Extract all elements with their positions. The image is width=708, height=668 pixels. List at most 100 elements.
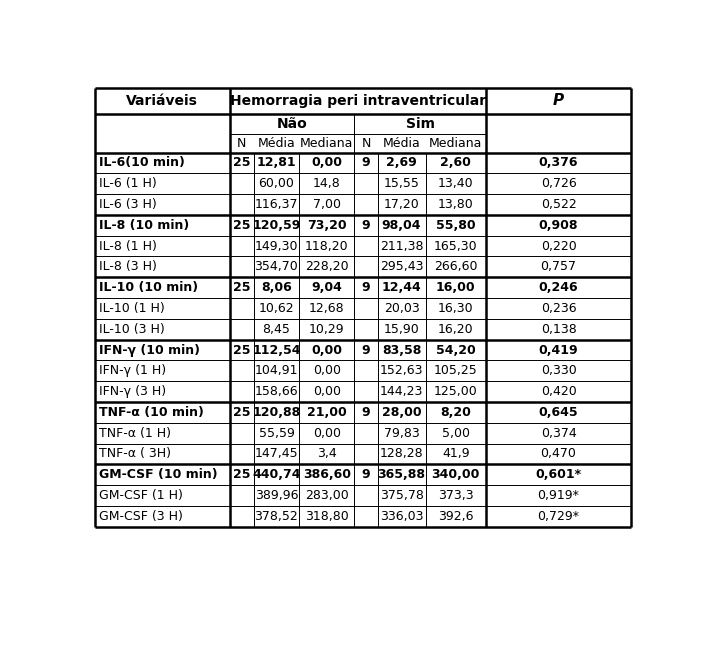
Text: 10,29: 10,29: [309, 323, 345, 336]
Text: 105,25: 105,25: [434, 364, 478, 377]
Text: 0,757: 0,757: [540, 261, 576, 273]
Text: 15,55: 15,55: [384, 177, 420, 190]
Text: 9: 9: [362, 281, 370, 294]
Text: 0,00: 0,00: [312, 156, 342, 170]
Text: 440,74: 440,74: [252, 468, 301, 481]
Text: 0,246: 0,246: [539, 281, 578, 294]
Text: 0,726: 0,726: [541, 177, 576, 190]
Text: 41,9: 41,9: [442, 448, 469, 460]
Text: 9: 9: [362, 343, 370, 357]
Text: 0,522: 0,522: [541, 198, 576, 211]
Text: 373,3: 373,3: [438, 489, 474, 502]
Text: 79,83: 79,83: [384, 427, 419, 440]
Text: 0,00: 0,00: [312, 343, 342, 357]
Text: 9: 9: [362, 406, 370, 419]
Text: IFN-γ (10 min): IFN-γ (10 min): [99, 343, 200, 357]
Text: 73,20: 73,20: [307, 219, 347, 232]
Text: 0,420: 0,420: [541, 385, 576, 398]
Text: 0,645: 0,645: [539, 406, 578, 419]
Text: 152,63: 152,63: [380, 364, 423, 377]
Text: 125,00: 125,00: [434, 385, 478, 398]
Text: 0,908: 0,908: [539, 219, 578, 232]
Text: 54,20: 54,20: [436, 343, 476, 357]
Text: 318,80: 318,80: [305, 510, 348, 523]
Text: Sim: Sim: [406, 117, 435, 131]
Text: 147,45: 147,45: [255, 448, 298, 460]
Text: 211,38: 211,38: [380, 240, 423, 253]
Text: 14,8: 14,8: [313, 177, 341, 190]
Text: IL-10 (3 H): IL-10 (3 H): [99, 323, 165, 336]
Text: TNF-α (1 H): TNF-α (1 H): [99, 427, 171, 440]
Text: 118,20: 118,20: [305, 240, 348, 253]
Text: Variáveis: Variáveis: [126, 94, 198, 108]
Text: 0,601*: 0,601*: [535, 468, 581, 481]
Text: 0,220: 0,220: [541, 240, 576, 253]
Text: 386,60: 386,60: [303, 468, 350, 481]
Text: IL-6(10 min): IL-6(10 min): [99, 156, 185, 170]
Text: IL-8 (3 H): IL-8 (3 H): [99, 261, 157, 273]
Text: 25: 25: [233, 343, 251, 357]
Text: IL-6 (1 H): IL-6 (1 H): [99, 177, 157, 190]
Text: GM-CSF (3 H): GM-CSF (3 H): [99, 510, 183, 523]
Text: 2,69: 2,69: [387, 156, 417, 170]
Text: 25: 25: [233, 406, 251, 419]
Text: 340,00: 340,00: [432, 468, 480, 481]
Text: 2,60: 2,60: [440, 156, 472, 170]
Text: 104,91: 104,91: [255, 364, 298, 377]
Text: 0,376: 0,376: [539, 156, 578, 170]
Text: TNF-α (10 min): TNF-α (10 min): [99, 406, 204, 419]
Text: 3,4: 3,4: [317, 448, 337, 460]
Text: Média: Média: [258, 137, 295, 150]
Text: 283,00: 283,00: [305, 489, 348, 502]
Text: GM-CSF (10 min): GM-CSF (10 min): [99, 468, 218, 481]
Text: 112,54: 112,54: [252, 343, 301, 357]
Text: 389,96: 389,96: [255, 489, 298, 502]
Text: 60,00: 60,00: [258, 177, 295, 190]
Text: 28,00: 28,00: [382, 406, 421, 419]
Text: 83,58: 83,58: [382, 343, 421, 357]
Text: 9: 9: [362, 156, 370, 170]
Text: 55,80: 55,80: [436, 219, 476, 232]
Text: 20,03: 20,03: [384, 302, 419, 315]
Text: Hemorragia peri intraventricular: Hemorragia peri intraventricular: [230, 94, 486, 108]
Text: 9: 9: [362, 468, 370, 481]
Text: 0,00: 0,00: [313, 364, 341, 377]
Text: 116,37: 116,37: [255, 198, 298, 211]
Text: 378,52: 378,52: [255, 510, 298, 523]
Text: 149,30: 149,30: [255, 240, 298, 253]
Text: 144,23: 144,23: [380, 385, 423, 398]
Text: Mediana: Mediana: [300, 137, 353, 150]
Text: 0,374: 0,374: [541, 427, 576, 440]
Text: Mediana: Mediana: [429, 137, 483, 150]
Text: 165,30: 165,30: [434, 240, 478, 253]
Text: 0,919*: 0,919*: [537, 489, 579, 502]
Text: 158,66: 158,66: [255, 385, 298, 398]
Text: IL-8 (10 min): IL-8 (10 min): [99, 219, 190, 232]
Text: 15,90: 15,90: [384, 323, 419, 336]
Text: P: P: [553, 94, 564, 108]
Text: 0,236: 0,236: [541, 302, 576, 315]
Text: 21,00: 21,00: [307, 406, 347, 419]
Text: 228,20: 228,20: [305, 261, 348, 273]
Text: 12,81: 12,81: [256, 156, 296, 170]
Text: 8,45: 8,45: [263, 323, 290, 336]
Text: 0,419: 0,419: [539, 343, 578, 357]
Text: IFN-γ (1 H): IFN-γ (1 H): [99, 364, 166, 377]
Text: 25: 25: [233, 281, 251, 294]
Text: 12,44: 12,44: [382, 281, 421, 294]
Text: 365,88: 365,88: [377, 468, 426, 481]
Text: 55,59: 55,59: [258, 427, 295, 440]
Text: 5,00: 5,00: [442, 427, 470, 440]
Text: 375,78: 375,78: [379, 489, 423, 502]
Text: IFN-γ (3 H): IFN-γ (3 H): [99, 385, 166, 398]
Text: 25: 25: [233, 468, 251, 481]
Text: 25: 25: [233, 219, 251, 232]
Text: 12,68: 12,68: [309, 302, 345, 315]
Text: 0,330: 0,330: [541, 364, 576, 377]
Text: 128,28: 128,28: [379, 448, 423, 460]
Text: 16,30: 16,30: [438, 302, 474, 315]
Text: 336,03: 336,03: [380, 510, 423, 523]
Text: 0,00: 0,00: [313, 385, 341, 398]
Text: 7,00: 7,00: [313, 198, 341, 211]
Text: 8,06: 8,06: [261, 281, 292, 294]
